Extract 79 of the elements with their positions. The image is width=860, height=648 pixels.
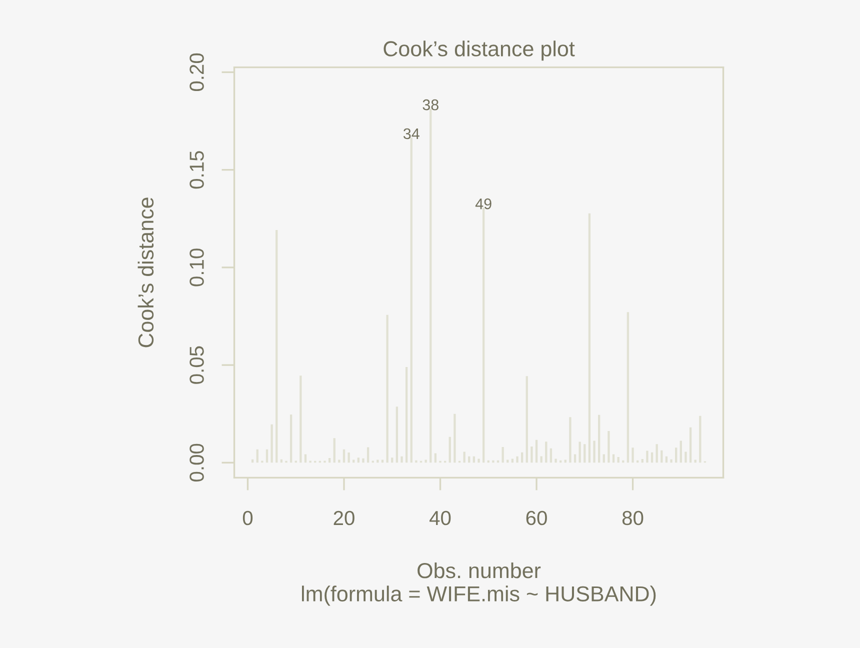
bar <box>352 460 355 463</box>
text: lm(formula = WIFE.mis ~ HUSBAND) <box>302 586 656 606</box>
bar <box>646 450 648 463</box>
bar <box>266 449 268 463</box>
bar <box>554 458 557 463</box>
bar <box>300 376 302 463</box>
bar <box>276 230 278 463</box>
y-tick-label: 0.00 <box>190 444 204 482</box>
annotation: 38 <box>422 99 438 110</box>
bar <box>376 460 379 463</box>
bar <box>617 457 620 463</box>
bar <box>410 138 412 463</box>
bar <box>535 440 538 463</box>
bar <box>448 436 451 463</box>
bar <box>569 417 572 463</box>
y-tick-label: 0.20 <box>190 53 204 92</box>
bar <box>689 427 692 463</box>
annotation: 34 <box>403 128 420 140</box>
y-tick-label: 0.15 <box>190 151 204 189</box>
bar <box>415 460 418 463</box>
bar <box>362 458 364 463</box>
bar <box>550 448 552 463</box>
bar <box>430 108 432 463</box>
bar <box>694 460 696 463</box>
bar <box>632 448 634 463</box>
bar <box>381 460 384 463</box>
bar <box>684 452 687 463</box>
bar <box>540 456 542 463</box>
bar <box>492 460 494 463</box>
bar <box>463 452 466 463</box>
bar <box>593 440 596 463</box>
y-axis-title: Cook’s distance <box>138 198 154 348</box>
bar <box>584 444 586 463</box>
x-axis-title: Obs. number <box>418 562 541 578</box>
bar <box>608 431 610 463</box>
bar <box>598 414 600 463</box>
bar <box>256 449 258 463</box>
bar <box>348 452 350 463</box>
bar <box>357 458 360 463</box>
x-tick-label: 80 <box>622 510 644 526</box>
bar <box>270 424 273 463</box>
bar <box>660 450 663 463</box>
bar <box>386 314 388 463</box>
bar <box>578 442 581 463</box>
bar <box>670 459 672 463</box>
bar <box>564 460 566 463</box>
x-tick-label: 60 <box>526 510 547 526</box>
bar <box>699 416 702 463</box>
bar <box>400 456 403 463</box>
bar <box>342 449 346 463</box>
bar <box>290 414 292 463</box>
x-tick-label: 20 <box>334 510 354 526</box>
bar <box>396 406 398 463</box>
chart-title: Cook’s distance plot <box>384 40 575 61</box>
bar <box>454 414 456 463</box>
bar <box>545 442 548 463</box>
bar <box>482 208 485 463</box>
bar <box>405 367 408 463</box>
bar <box>424 460 427 463</box>
bar <box>516 456 518 463</box>
bar <box>588 213 591 463</box>
bar <box>506 460 509 463</box>
bar <box>626 312 630 463</box>
y-tick-label: 0.10 <box>190 248 204 286</box>
annotation: 49 <box>475 198 492 210</box>
bar <box>675 448 678 463</box>
bar <box>478 458 480 463</box>
bar <box>391 458 394 463</box>
bar <box>338 460 340 463</box>
bar <box>656 444 658 463</box>
bar <box>333 438 336 463</box>
bar <box>502 447 504 463</box>
x-tick-label: 0 <box>242 510 253 526</box>
bar <box>366 447 370 463</box>
x-tick-label: 40 <box>430 510 451 526</box>
bar <box>530 446 533 463</box>
bar <box>526 376 528 463</box>
y-tick-label: 0.05 <box>190 346 204 384</box>
bar <box>680 440 682 463</box>
